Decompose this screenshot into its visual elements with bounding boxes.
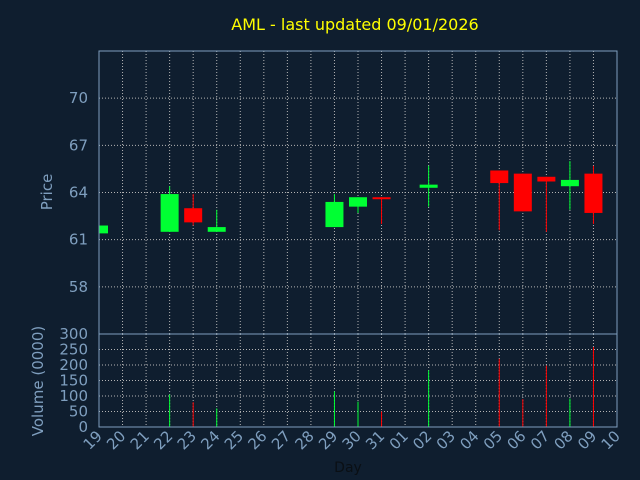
x-tick-label: 31 <box>362 427 388 453</box>
volume-tick-label: 250 <box>59 341 88 359</box>
volume-tick-label: 300 <box>59 325 88 343</box>
candle-body <box>372 197 391 200</box>
price-tick-label: 58 <box>69 278 88 296</box>
x-tick-label: 21 <box>127 427 153 453</box>
x-tick-label: 26 <box>244 427 270 453</box>
x-tick-label: 05 <box>480 427 506 453</box>
x-axis-label: Day <box>334 460 362 476</box>
x-tick-label: 06 <box>503 427 529 453</box>
x-tick-label: 03 <box>433 427 459 453</box>
x-tick-label: 02 <box>409 427 435 453</box>
x-tick-labels: 1920212223242526272829303101020304050607… <box>80 427 624 453</box>
x-tick-label: 25 <box>221 427 247 453</box>
candle-body <box>160 194 179 232</box>
volume-frame <box>98 333 618 428</box>
volume-axis-label: Volume (0000) <box>29 326 47 436</box>
candle-body <box>184 208 203 223</box>
price-tick-label: 64 <box>69 184 88 202</box>
candle-body <box>349 197 367 207</box>
x-tick-label: 04 <box>456 427 482 453</box>
volume-tick-label: 100 <box>59 387 88 405</box>
price-tick-label: 67 <box>69 136 88 154</box>
candle-body <box>537 176 556 182</box>
x-tick-label: 09 <box>574 427 600 453</box>
volume-tick-label: 200 <box>59 356 88 374</box>
price-axis-label: Price <box>38 174 56 211</box>
candle-body <box>490 170 509 184</box>
candle-body <box>584 173 603 213</box>
x-tick-label: 29 <box>315 427 341 453</box>
x-tick-label: 22 <box>150 427 176 453</box>
x-tick-label: 20 <box>103 427 129 453</box>
x-tick-label: 23 <box>174 427 200 453</box>
volume-tick-label: 150 <box>59 372 88 390</box>
x-tick-label: 07 <box>527 427 553 453</box>
x-tick-label: 08 <box>551 427 577 453</box>
candle-body <box>419 184 438 188</box>
candle-body <box>513 173 532 212</box>
x-tick-label: 01 <box>386 427 412 453</box>
chart-title: AML - last updated 09/01/2026 <box>231 15 478 34</box>
x-tick-label: 27 <box>268 427 294 453</box>
x-tick-label: 30 <box>339 427 365 453</box>
price-panel: 58 61 64 67 70 <box>69 50 618 335</box>
volume-tick-label: 0 <box>78 418 88 436</box>
price-tick-label: 61 <box>69 231 88 249</box>
x-tick-label: 24 <box>197 427 223 453</box>
x-tick-label: 10 <box>598 427 624 453</box>
price-tick-label: 70 <box>69 89 88 107</box>
candle-body <box>325 201 344 228</box>
candle-body <box>560 179 579 187</box>
volume-tick-label: 50 <box>69 403 88 421</box>
candle-body <box>207 227 226 232</box>
x-tick-label: 28 <box>292 427 318 453</box>
candle-body <box>99 225 108 234</box>
